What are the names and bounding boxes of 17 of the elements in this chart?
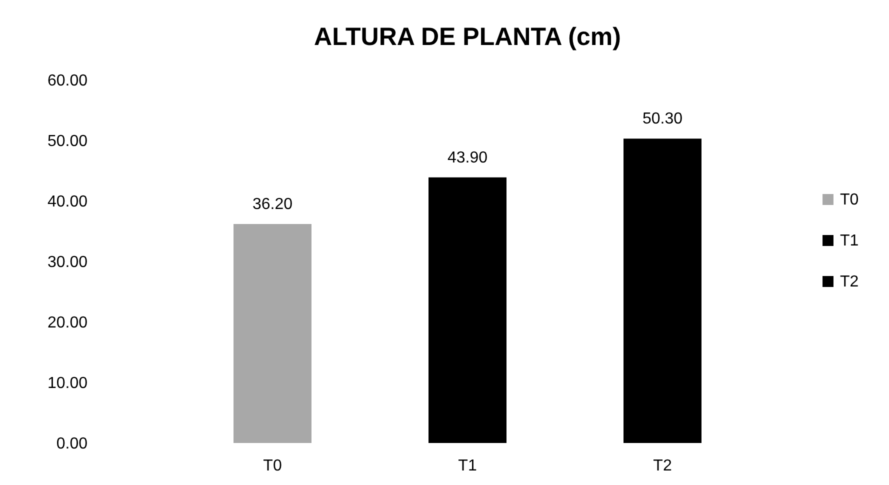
x-tick-label: T0 xyxy=(263,458,282,474)
legend-label: T2 xyxy=(840,274,859,290)
chart-title: ALTURA DE PLANTA (cm) xyxy=(314,23,621,51)
x-tick-label: T2 xyxy=(653,458,672,474)
x-tick-label: T1 xyxy=(458,458,477,474)
y-tick-label: 20.00 xyxy=(47,314,88,332)
y-tick-label: 40.00 xyxy=(47,194,88,210)
data-label: 36.20 xyxy=(252,196,293,213)
y-tick-label: 10.00 xyxy=(47,375,88,392)
y-tick-label: 60.00 xyxy=(47,72,88,90)
y-tick-label: 50.00 xyxy=(47,133,88,150)
y-tick-label: 0.00 xyxy=(56,436,88,452)
data-label: 50.30 xyxy=(642,110,683,128)
y-tick-label: 30.00 xyxy=(47,254,88,271)
data-label: 43.90 xyxy=(447,149,488,166)
legend-label: T0 xyxy=(840,192,859,208)
legend-label: T1 xyxy=(840,232,859,250)
